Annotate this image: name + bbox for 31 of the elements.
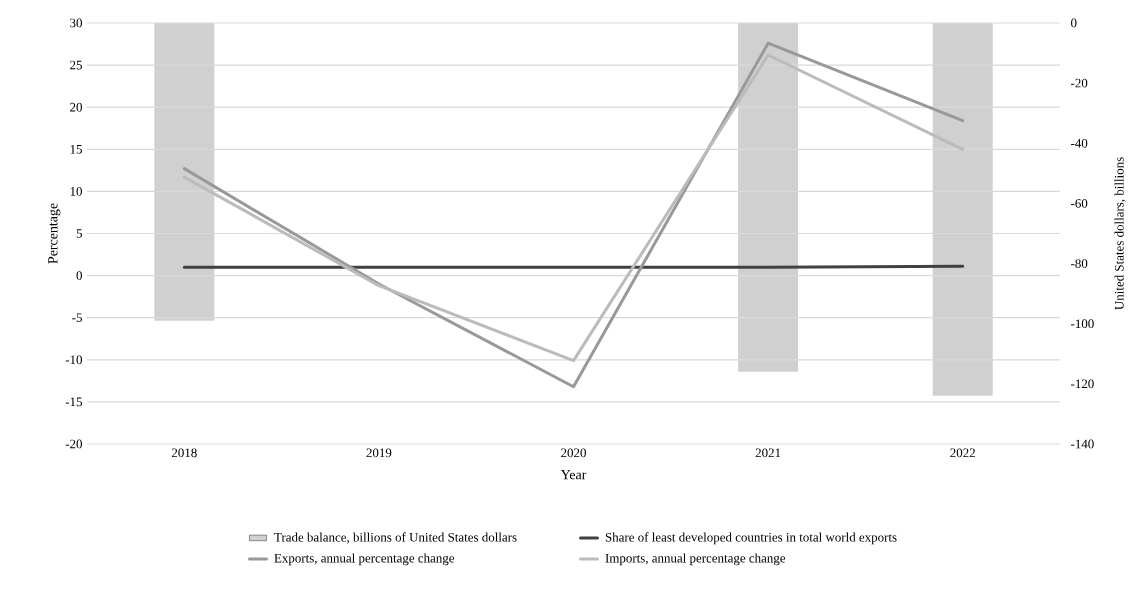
- y-tick-label: -15: [65, 397, 82, 407]
- y-axis-title: Percentage: [48, 203, 61, 264]
- x-tick-label: 2020: [561, 448, 586, 458]
- y2-tick-label: -140: [1071, 439, 1094, 449]
- y-tick-label: 10: [70, 187, 82, 196]
- legend-label: Trade balance, billions of United States dollars: [274, 532, 517, 544]
- y-tick-label: -20: [65, 439, 82, 449]
- legend-label: Exports, annual percentage change: [274, 553, 455, 566]
- y-tick-label: 20: [70, 102, 82, 112]
- x-tick-label: 2021: [755, 448, 781, 458]
- x-tick-label: 2018: [171, 448, 197, 458]
- y-tick-label: 5: [76, 229, 82, 238]
- y2-tick-label: -120: [1071, 379, 1094, 389]
- y2-tick-label: -100: [1071, 319, 1094, 329]
- x-axis-title: Year: [560, 470, 587, 480]
- y2-tick-label: 0: [1071, 18, 1077, 28]
- x-tick-label: 2019: [366, 448, 392, 458]
- y2-tick-label: -80: [1071, 259, 1088, 268]
- y-tick-label: 30: [70, 18, 82, 28]
- y-tick-label: 15: [70, 144, 82, 154]
- y-tick-label: 25: [70, 60, 82, 70]
- y2-tick-label: -20: [1071, 78, 1088, 88]
- x-tick-label: 2022: [950, 448, 975, 458]
- y-tick-label: -5: [72, 313, 82, 322]
- legend-label: Share of least developed countries in total world exports: [605, 532, 897, 545]
- y2-tick-label: -60: [1071, 199, 1088, 208]
- y-tick-label: 0: [76, 271, 82, 280]
- legend-label: Imports, annual percentage change: [605, 553, 786, 566]
- y2-axis-title: United States dollars, billions: [1114, 157, 1126, 310]
- y-tick-label: -10: [65, 355, 82, 365]
- y2-tick-label: -40: [1071, 138, 1088, 148]
